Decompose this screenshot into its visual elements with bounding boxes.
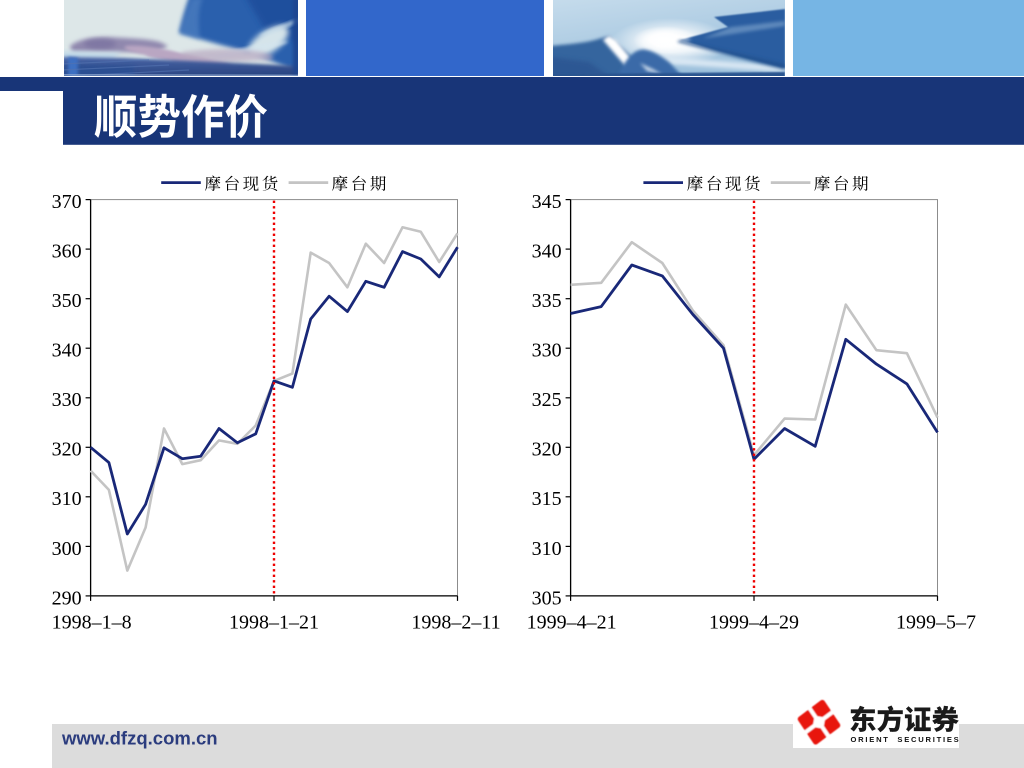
svg-text:320: 320: [532, 439, 562, 461]
svg-text:310: 310: [52, 488, 82, 510]
svg-text:1999–5–7: 1999–5–7: [896, 611, 976, 633]
svg-text:350: 350: [52, 290, 82, 312]
svg-text:1999–4–21: 1999–4–21: [527, 611, 617, 633]
svg-text:290: 290: [52, 587, 82, 609]
svg-text:310: 310: [532, 538, 562, 560]
svg-text:320: 320: [52, 439, 82, 461]
svg-text:345: 345: [532, 191, 562, 213]
svg-text:305: 305: [532, 587, 562, 609]
svg-text:1998–2–11: 1998–2–11: [411, 611, 500, 633]
svg-text:1998–1–8: 1998–1–8: [52, 611, 132, 633]
svg-text:330: 330: [52, 389, 82, 411]
svg-text:www.dfzq.com.cn: www.dfzq.com.cn: [61, 728, 218, 749]
svg-text:325: 325: [532, 389, 562, 411]
svg-text:1998–1–21: 1998–1–21: [229, 611, 319, 633]
svg-text:ORIENT SECURITIES: ORIENT SECURITIES: [851, 735, 961, 744]
svg-text:360: 360: [52, 241, 82, 263]
svg-text:370: 370: [52, 191, 82, 213]
svg-text:335: 335: [532, 290, 562, 312]
svg-text:340: 340: [52, 340, 82, 362]
svg-text:300: 300: [52, 538, 82, 560]
svg-text:330: 330: [532, 340, 562, 362]
svg-text:315: 315: [532, 488, 562, 510]
svg-text:340: 340: [532, 241, 562, 263]
svg-text:1999–4–29: 1999–4–29: [709, 611, 799, 633]
